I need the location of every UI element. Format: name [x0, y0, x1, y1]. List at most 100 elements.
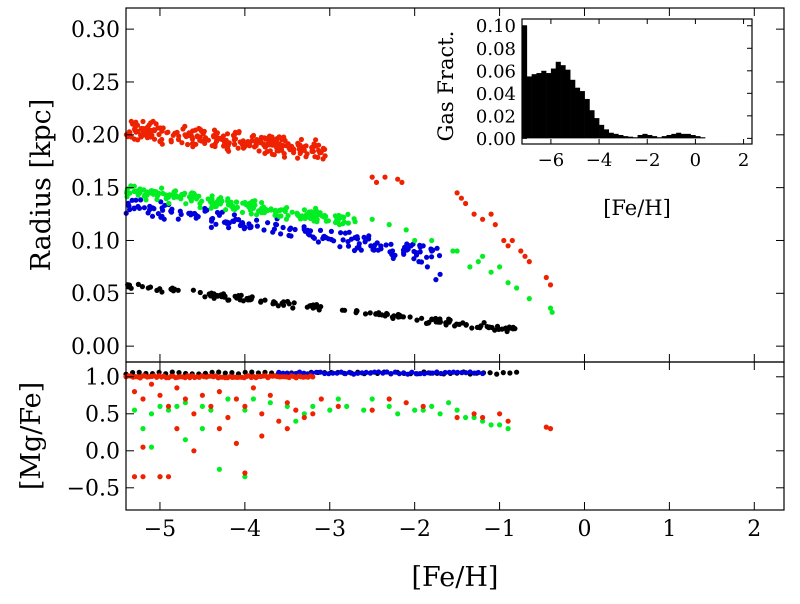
inset-histogram-bar [676, 132, 682, 139]
lower-ytick-label: −0.5 [67, 477, 120, 502]
main-point-blue [358, 247, 364, 253]
main-point-green [323, 218, 329, 224]
lower-point-black [216, 369, 222, 375]
main-point-red [382, 174, 388, 180]
lower-point-red [191, 448, 197, 454]
main-point-blue [235, 217, 242, 223]
lower-point-blue [359, 370, 365, 376]
main-point-blue [424, 264, 430, 270]
main-point-black [407, 314, 413, 320]
main-point-blue [147, 203, 153, 209]
main-point-green [341, 219, 347, 225]
main-point-black [202, 294, 208, 300]
lower-point-black [136, 369, 142, 375]
main-point-green [276, 208, 282, 214]
lower-point-red [310, 374, 316, 380]
lower-point-red [216, 389, 222, 395]
main-point-blue [362, 239, 368, 245]
lower-point-blue [388, 371, 394, 377]
main-ytick-label: 0.10 [71, 229, 120, 254]
lower-point-blue [405, 371, 411, 377]
main-point-green [193, 196, 200, 202]
main-point-red [463, 200, 469, 207]
main-point-green [351, 216, 357, 222]
main-point-black [447, 317, 453, 323]
main-point-blue [247, 225, 253, 231]
inset-xlabel: [Fe/H] [603, 196, 671, 220]
lower-point-blue [326, 371, 332, 377]
main-point-red [320, 156, 326, 162]
main-point-green [295, 211, 301, 217]
main-point-red [547, 282, 554, 288]
main-point-black [312, 303, 318, 309]
main-point-blue [133, 197, 139, 203]
inset-histogram-bar [579, 91, 585, 139]
lower-point-red [276, 418, 282, 424]
main-point-blue [378, 243, 384, 249]
main-point-red [225, 146, 231, 152]
main-point-blue [434, 245, 440, 251]
lower-point-red [335, 403, 341, 409]
inset-histogram-bar [661, 136, 667, 139]
lower-point-green [335, 396, 341, 402]
main-point-blue [193, 215, 199, 221]
lower-scatter-points [123, 369, 554, 480]
main-point-green [183, 201, 189, 207]
lower-point-black [487, 370, 493, 376]
lower-point-red [480, 414, 486, 421]
lower-point-red [199, 392, 205, 398]
main-point-red [276, 148, 282, 154]
lower-point-blue [355, 370, 361, 376]
main-point-green [341, 214, 347, 220]
lower-point-red [259, 411, 265, 417]
inset-ylabel: Gas Fract. [434, 31, 458, 142]
lower-point-blue [459, 370, 465, 376]
main-point-red [509, 237, 515, 244]
main-point-red [256, 148, 262, 154]
lower-ylabel: [Mg/Fe] [16, 382, 47, 490]
lower-point-blue [276, 369, 282, 375]
inset-histogram-bar [700, 137, 706, 139]
main-point-black [172, 286, 178, 292]
lower-point-green [157, 403, 163, 409]
main-point-red [373, 179, 380, 185]
inset-ytick-label: 0.06 [476, 61, 516, 82]
main-point-black [258, 298, 264, 304]
lower-ytick-label: 0.5 [85, 403, 120, 428]
main-point-green [240, 200, 246, 206]
main-point-green [182, 190, 188, 196]
lower-xtick-label: −4 [229, 517, 261, 542]
main-point-blue [408, 243, 414, 249]
main-point-red [202, 135, 209, 141]
main-point-blue [213, 221, 219, 227]
main-point-green [369, 216, 375, 222]
main-point-blue [429, 248, 435, 254]
main-point-red [454, 190, 460, 196]
main-point-black [159, 289, 165, 295]
inset-histogram-bar [541, 70, 547, 139]
lower-point-blue [313, 369, 319, 375]
main-point-green [136, 189, 142, 195]
main-point-green [178, 196, 184, 202]
main-point-red [172, 130, 178, 136]
main-point-red [458, 195, 464, 201]
main-point-red [129, 121, 136, 127]
main-point-red [270, 138, 276, 144]
lower-point-green [131, 407, 138, 413]
inset-ytick-label: 0.02 [476, 106, 516, 127]
lower-point-green [182, 437, 188, 443]
main-point-green [313, 205, 319, 211]
main-point-red [269, 134, 275, 140]
inset-histogram-bar [613, 133, 619, 139]
main-point-blue [246, 221, 252, 227]
main-point-black [281, 302, 287, 308]
lower-point-red [267, 392, 273, 398]
main-point-black [367, 310, 373, 316]
main-point-red [252, 143, 259, 149]
lower-point-red [242, 403, 248, 409]
main-point-red [134, 122, 141, 128]
main-point-red [184, 132, 190, 138]
lower-point-blue [384, 369, 390, 375]
main-point-green [345, 220, 351, 226]
main-point-red [269, 151, 275, 157]
